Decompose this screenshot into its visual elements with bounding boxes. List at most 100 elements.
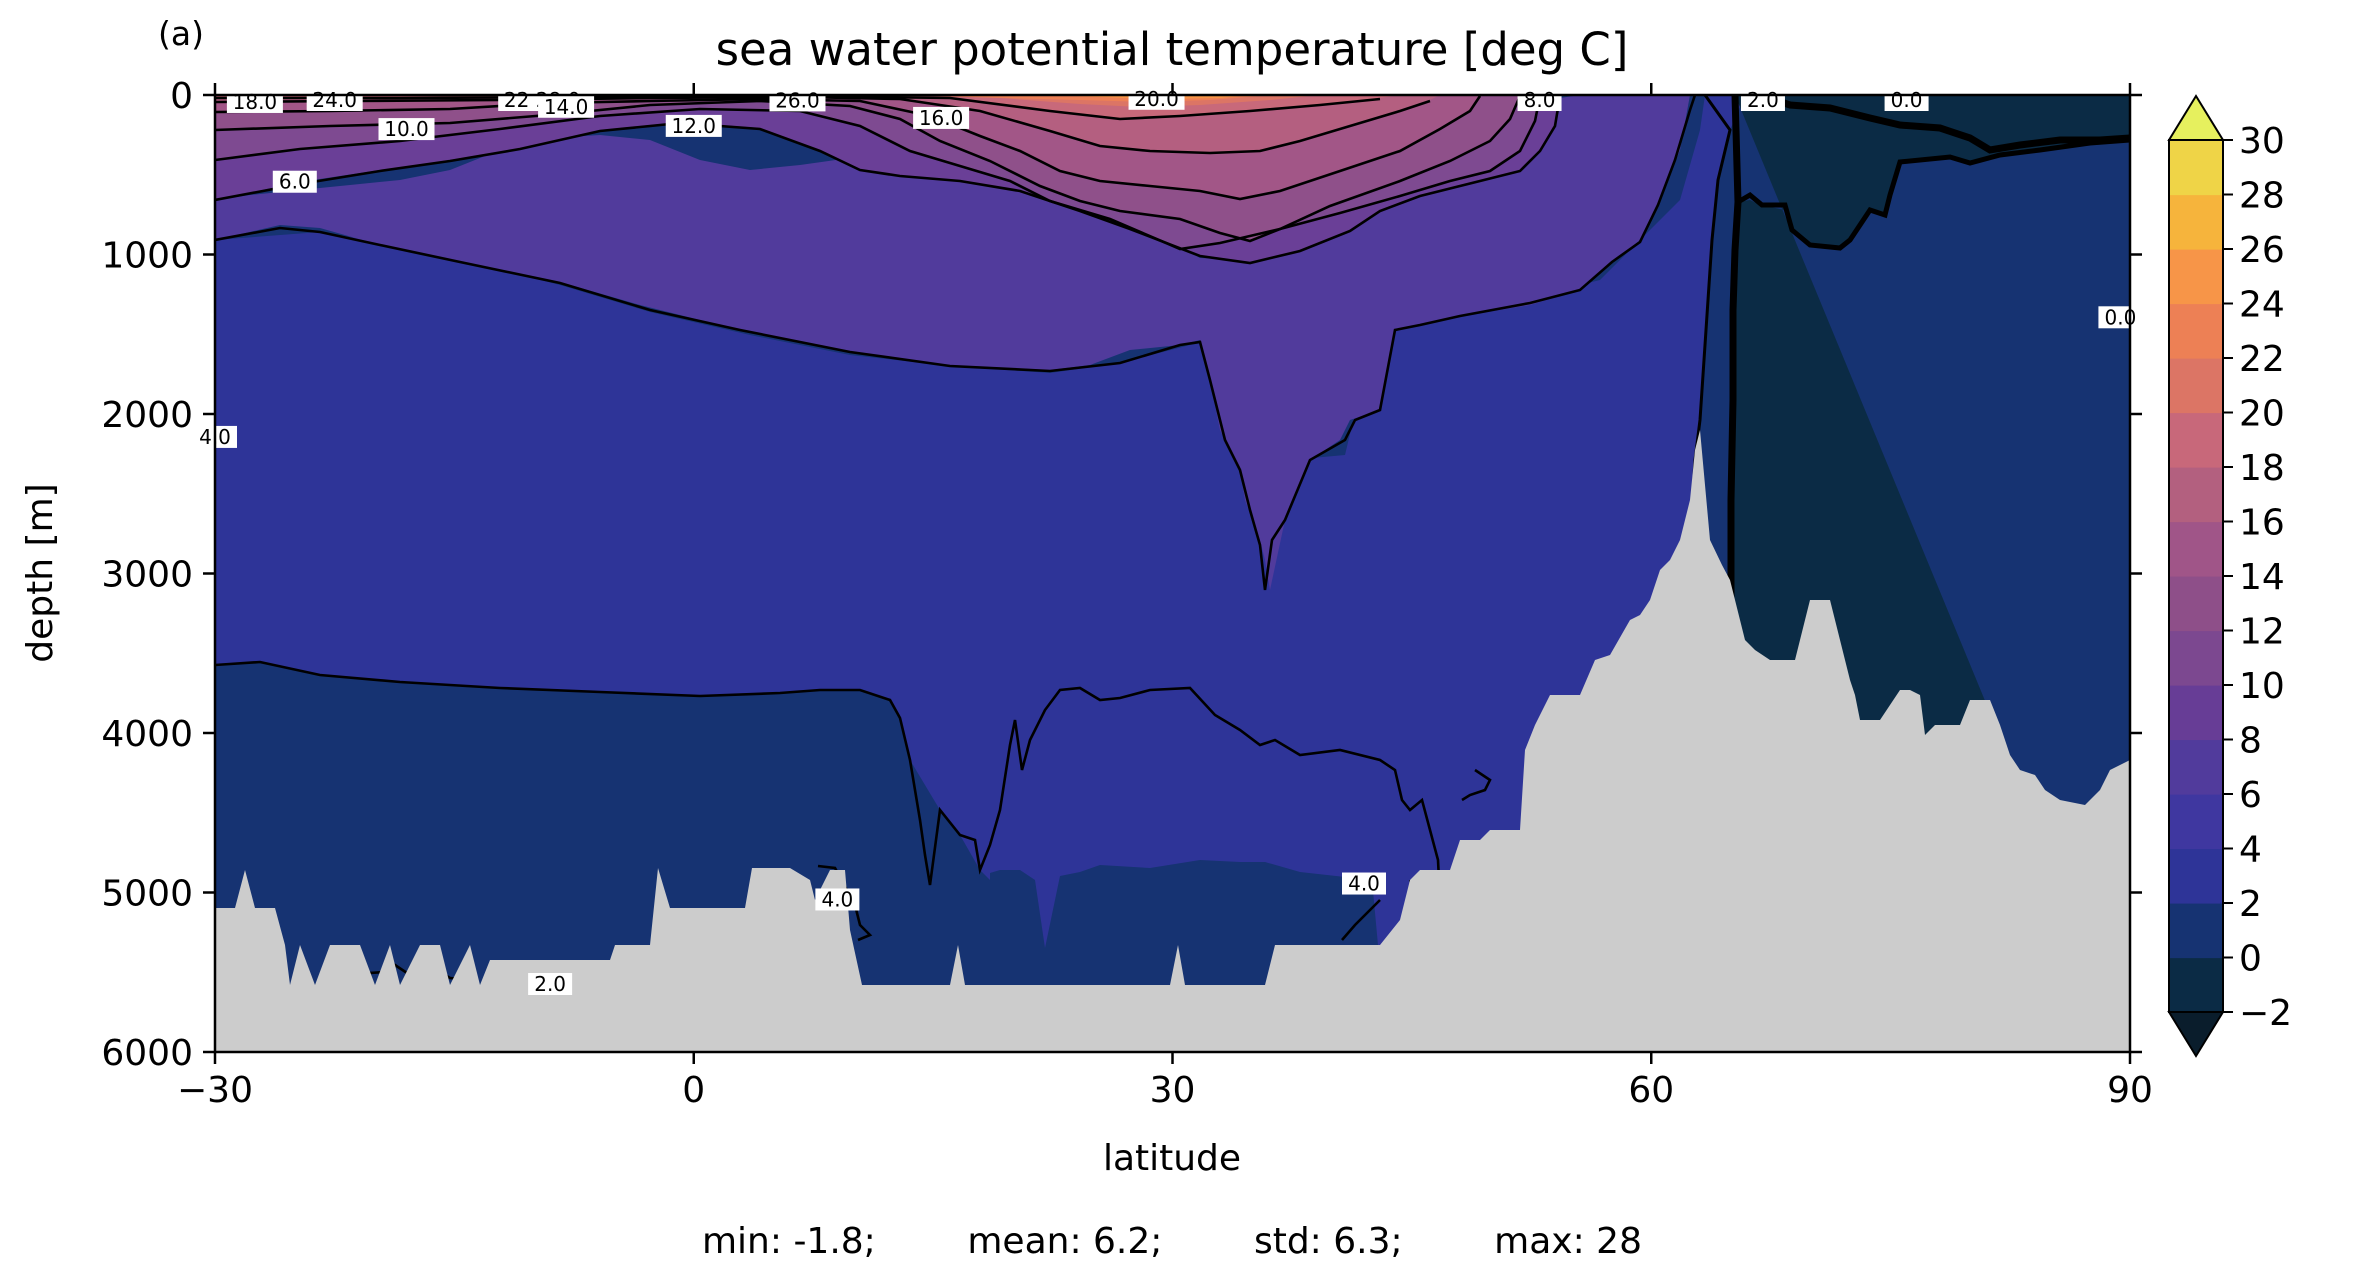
x-tick-label: 60 [1628,1070,1674,1111]
y-axis: 0 1000 2000 3000 4000 5000 6000 [101,76,2142,1074]
contour-label-bg [665,114,722,137]
contour-label-text: 10.0 [384,117,429,141]
colorbar-tick-label: 8 [2239,721,2262,762]
contour-label: 18.0 [226,90,283,114]
contour-label-text: 14.0 [544,95,589,119]
plot-area [215,95,2130,1052]
band-2-4 [215,95,1745,1050]
contour-label: 20.0 [1128,87,1185,111]
colorbar-tick-label: 2 [2239,884,2262,925]
contour-label: 10.0 [378,117,435,141]
colorbar-tick-label: 4 [2239,830,2262,871]
contour-label: 26.0 [769,88,826,112]
chart-title: sea water potential temperature [deg C] [716,23,1629,76]
contour-label: 14.0 [538,95,595,119]
contour-label-text: 24.0 [312,88,357,112]
contour-label-text: 2.0 [534,972,566,996]
contour-label-text: 4.0 [821,887,853,911]
contour-label-bg [1342,872,1386,895]
band-4-6 [215,95,1690,590]
contour-line-2-deep [215,660,1442,902]
contour-label: 6.0 [272,170,317,194]
contour-label: 0.0 [2098,305,2143,329]
x-tick-label: 90 [2107,1070,2153,1111]
contour-label: 2.0 [1740,88,1785,112]
contour-label: 24.0 [306,88,363,112]
contour-label: 2.0 [528,972,573,996]
sea-floor [215,430,2130,1052]
colorbar-segment [2169,521,2223,577]
colorbar-tick-label: 18 [2239,448,2285,489]
colorbar-tick-label: 22 [2239,339,2285,380]
contour-label-text: 6.0 [279,170,311,194]
contour-label-text: 26.0 [775,88,820,112]
y-tick-label: 1000 [101,236,193,277]
x-tick-label: −30 [177,1070,253,1111]
panel-label: (a) [158,14,204,53]
contour-label-bg [913,106,970,129]
contour-label: 4.0 [815,887,860,911]
contour-label-bg [1128,87,1185,110]
colorbar-segment [2169,303,2223,359]
x-tick-label: 30 [1150,1070,1196,1111]
y-tick-label: 5000 [101,874,193,915]
colorbar-tick-label: 16 [2239,503,2285,544]
colorbar-segment [2169,358,2223,414]
colorbar-tick-label: 10 [2239,666,2285,707]
y-tick-label: 3000 [101,555,193,596]
contour-label-bg [272,170,317,193]
colorbar-tick-label: 28 [2239,176,2285,217]
x-axis: −30 0 30 60 90 [177,83,2153,1111]
stats-line: min: -1.8; mean: 6.2; std: 6.3; max: 28 [702,1221,1642,1262]
colorbar-segment [2169,467,2223,523]
colorbar-tick-label: −2 [2239,993,2292,1034]
contour-label-bg [378,118,435,141]
contour-label: 16.0 [913,106,970,130]
colorbar-segment [2169,249,2223,305]
y-tick-label: 6000 [101,1033,193,1074]
x-axis-label: latitude [1103,1138,1241,1179]
contour-label-text: 0.0 [2105,305,2137,329]
contour-label-text: 12.0 [671,114,716,138]
colorbar-tick-label: 0 [2239,939,2262,980]
colorbar-extend-bottom [2167,1011,2225,1058]
contour-label-bg [538,95,595,118]
contour-label-text: 16.0 [919,106,964,130]
contour-label: 4.0 [1342,872,1386,896]
contour-line-0-basin [1736,137,2130,251]
colorbar-tick-label: 26 [2239,230,2285,271]
colorbar-segment [2169,739,2223,795]
contour-label: 0.0 [1884,88,1929,112]
colorbar-segment [2169,685,2223,741]
colorbar-segment [2169,903,2223,959]
y-tick-label: 2000 [101,395,193,436]
contour-label-bg [815,888,860,911]
contour-label-text: 0.0 [1891,88,1923,112]
colorbar-segment [2169,576,2223,632]
contour-line-8 [215,95,1542,251]
colorbar-segment [2169,848,2223,904]
colorbar-segment [2169,630,2223,686]
colorbar-segment [2169,794,2223,850]
y-tick-label: 0 [170,76,193,117]
colorbar-tick-label: 30 [2239,121,2285,162]
colorbar-segment [2169,412,2223,468]
contour-line-0-arctic [1758,95,2130,154]
colorbar-segment [2169,957,2223,1013]
contour-label-text: 4.0 [1348,872,1380,896]
contour-label-text: 18.0 [233,90,278,114]
contour-label-text: 8.0 [1524,88,1556,112]
contour-label-text: 2.0 [1747,88,1779,112]
colorbar-extend-top [2167,94,2225,141]
y-tick-label: 4000 [101,714,193,755]
contour-line-4-patch [817,768,1492,942]
x-tick-label: 0 [682,1070,705,1111]
contour-label: 12.0 [665,114,722,138]
colorbar-segment [2169,194,2223,250]
contour-label-bg [2098,306,2143,329]
contour-label-bg [226,90,283,113]
colorbar-tick-label: 20 [2239,394,2285,435]
y-axis-label: depth [m] [20,483,61,662]
